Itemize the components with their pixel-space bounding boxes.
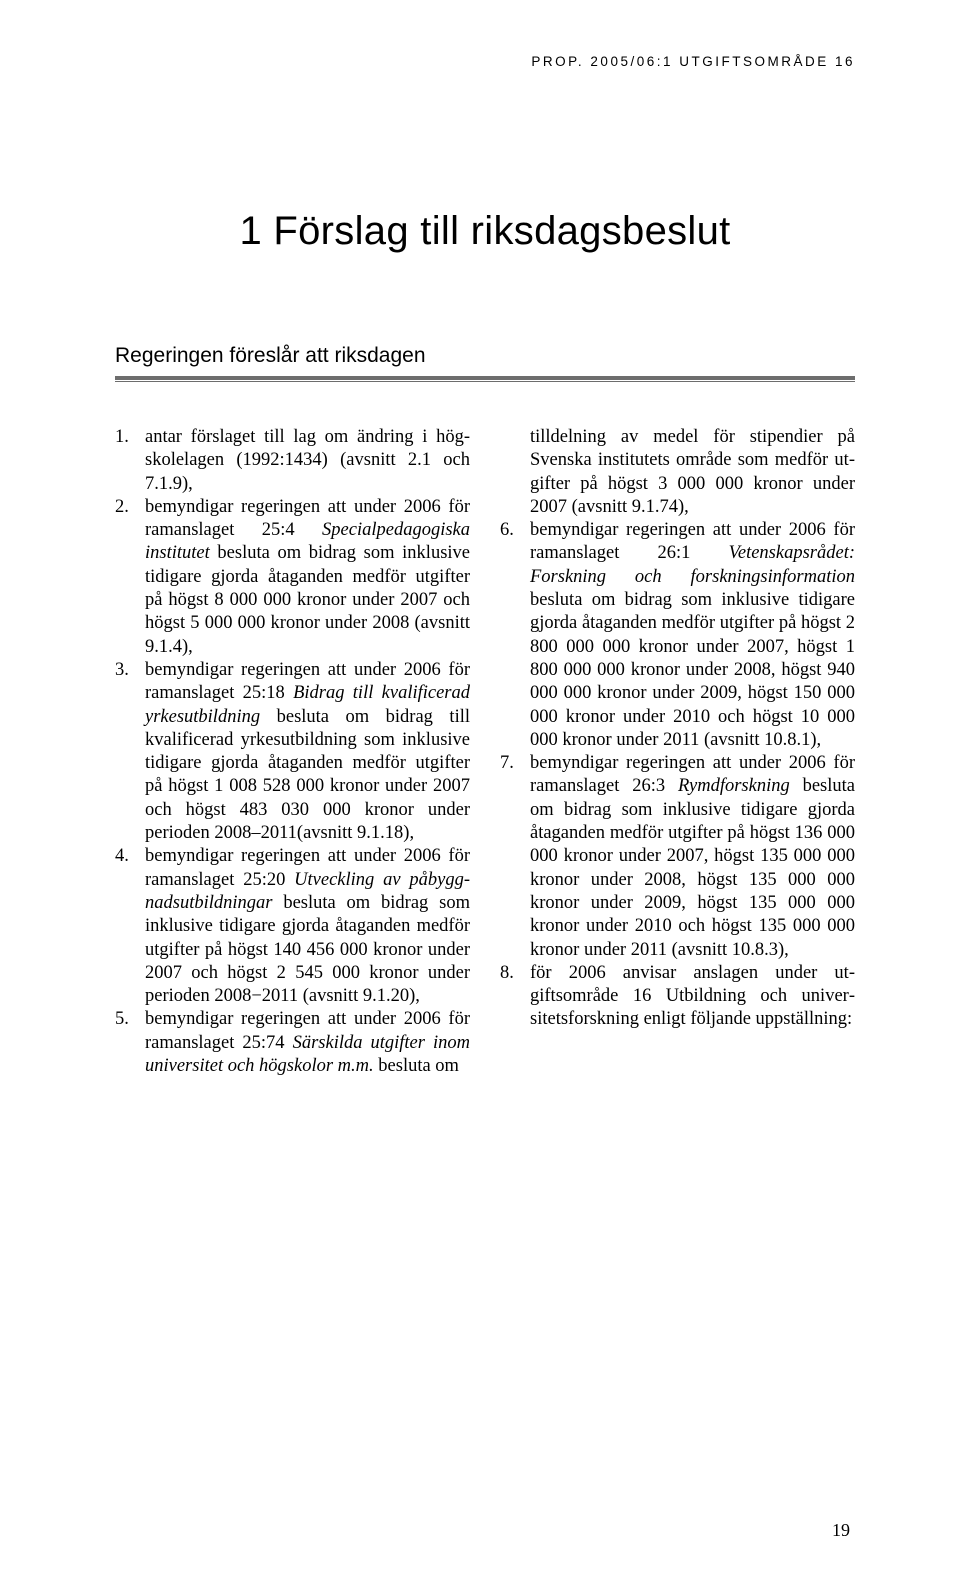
running-head: PROP. 2005/06:1 UTGIFTSOMRÅDE 16: [115, 54, 855, 69]
list-text: bemyndigar regeringen att under 2006 för…: [145, 845, 470, 1008]
list-number: 5.: [115, 1008, 145, 1078]
italic-span: Bidrag till kvalificerad yrkesutbildning: [145, 683, 470, 726]
list-text: bemyndigar regeringen att under 2006 för…: [530, 519, 855, 752]
chapter-title: 1 Förslag till riksdagsbeslut: [115, 209, 855, 254]
italic-span: Särskilda utgifter inom universitet och …: [145, 1033, 470, 1076]
list-item: 5.bemyndigar regeringen att under 2006 f…: [115, 1008, 470, 1078]
list-item: 8.för 2006 anvisar anslagen under ut­gif…: [500, 962, 855, 1032]
list-number: 2.: [115, 496, 145, 659]
italic-span: Rymdforskning: [678, 776, 790, 796]
list-number: 8.: [500, 962, 530, 1032]
list-number: 4.: [115, 845, 145, 1008]
list-number: 7.: [500, 752, 530, 962]
body-columns: 1.antar förslaget till lag om ändring i …: [115, 426, 855, 1078]
list-item: 6.bemyndigar regeringen att under 2006 f…: [500, 519, 855, 752]
list-item: 1.antar förslaget till lag om ändring i …: [115, 426, 470, 496]
list-item: 2.bemyndigar regeringen att under 2006 f…: [115, 496, 470, 659]
list-number: 3.: [115, 659, 145, 845]
list-item: 3.bemyndigar regeringen att under 2006 f…: [115, 659, 470, 845]
list-number: [500, 426, 530, 519]
list-text: för 2006 anvisar anslagen under ut­gifts…: [530, 962, 855, 1032]
list-item: 7.bemyndigar regeringen att under 2006 f…: [500, 752, 855, 962]
list-number: 1.: [115, 426, 145, 496]
section-divider: [115, 376, 855, 382]
list-item: 4.bemyndigar regeringen att under 2006 f…: [115, 845, 470, 1008]
list-text: antar förslaget till lag om ändring i hö…: [145, 426, 470, 496]
italic-span: Utveckling av påbygg­nadsutbildningar: [145, 870, 470, 913]
section-title: Regeringen föreslår att riksdagen: [115, 344, 855, 368]
left-column: 1.antar förslaget till lag om ändring i …: [115, 426, 470, 1078]
list-text: bemyndigar regeringen att under 2006 för…: [145, 659, 470, 845]
list-number: 6.: [500, 519, 530, 752]
italic-span: Vetenskapsrådet: Forskning och forskning…: [530, 543, 855, 586]
list-text: tilldelning av medel för stipendier på S…: [530, 426, 855, 519]
page-number: 19: [832, 1520, 850, 1541]
list-text: bemyndigar regeringen att under 2006 för…: [145, 496, 470, 659]
page: PROP. 2005/06:1 UTGIFTSOMRÅDE 16 1 Försl…: [0, 0, 960, 1118]
right-column: tilldelning av medel för stipendier på S…: [500, 426, 855, 1078]
list-text: bemyndigar regeringen att under 2006 för…: [530, 752, 855, 962]
list-item-continuation: tilldelning av medel för stipendier på S…: [500, 426, 855, 519]
list-text: bemyndigar regeringen att under 2006 för…: [145, 1008, 470, 1078]
italic-span: Specialpedagogiska institu­tet: [145, 520, 470, 563]
